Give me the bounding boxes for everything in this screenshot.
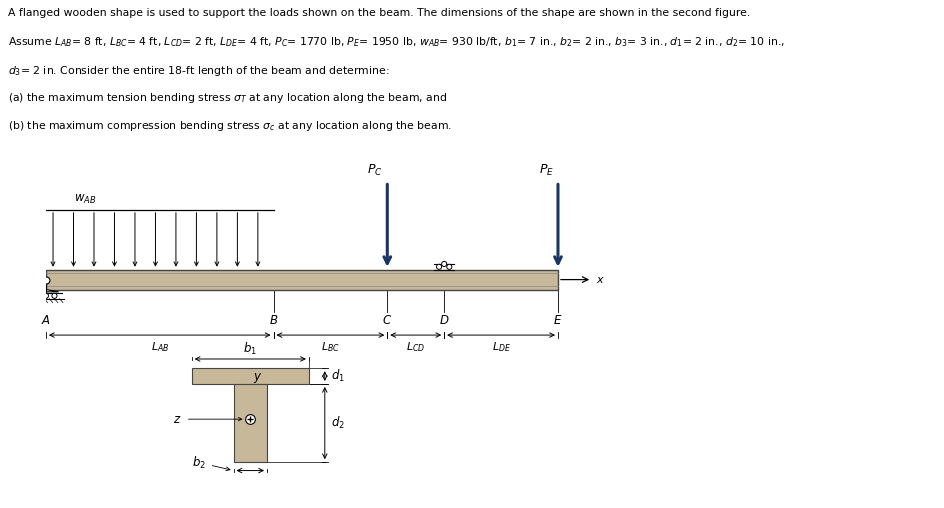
- Text: $z$: $z$: [174, 412, 181, 426]
- Polygon shape: [33, 290, 59, 292]
- Circle shape: [43, 293, 48, 298]
- Bar: [233, 384, 267, 462]
- Text: $d_2$: $d_2$: [330, 415, 345, 431]
- Text: (a) the maximum tension bending stress $\sigma_T$ at any location along the beam: (a) the maximum tension bending stress $…: [8, 91, 447, 106]
- Text: $A$: $A$: [41, 314, 51, 327]
- Circle shape: [35, 293, 40, 298]
- Text: (b) the maximum compression bending stress $\sigma_c$ at any location along the : (b) the maximum compression bending stre…: [8, 119, 451, 134]
- Circle shape: [447, 264, 452, 269]
- Text: $D$: $D$: [439, 314, 449, 327]
- Circle shape: [52, 293, 57, 298]
- Text: $d_1$: $d_1$: [330, 368, 345, 384]
- Bar: [192, 368, 309, 384]
- Text: $x$: $x$: [597, 275, 605, 284]
- Text: Assume $L_{AB}$= 8 ft, $L_{BC}$= 4 ft, $L_{CD}$= 2 ft, $L_{DE}$= 4 ft, $P_C$= 17: Assume $L_{AB}$= 8 ft, $L_{BC}$= 4 ft, $…: [8, 36, 784, 49]
- Text: $b_2$: $b_2$: [192, 455, 206, 471]
- Text: $C$: $C$: [382, 314, 393, 327]
- Text: $L_{BC}$: $L_{BC}$: [321, 340, 340, 354]
- Text: $L_{DE}$: $L_{DE}$: [492, 340, 511, 354]
- Circle shape: [436, 264, 442, 269]
- Text: $P_E$: $P_E$: [539, 163, 554, 178]
- Text: $E$: $E$: [553, 314, 563, 327]
- Text: $L_{AB}$: $L_{AB}$: [150, 340, 169, 354]
- Text: $b_1$: $b_1$: [244, 341, 257, 357]
- Text: $d_3$= 2 in. Consider the entire 18-ft length of the beam and determine:: $d_3$= 2 in. Consider the entire 18-ft l…: [8, 64, 389, 78]
- Circle shape: [442, 262, 447, 267]
- Text: $P_C$: $P_C$: [367, 163, 383, 178]
- Bar: [46, 270, 558, 290]
- Text: A flanged wooden shape is used to support the loads shown on the beam. The dimen: A flanged wooden shape is used to suppor…: [8, 8, 750, 18]
- Text: $L_{CD}$: $L_{CD}$: [406, 340, 426, 354]
- Text: $w_{AB}$: $w_{AB}$: [75, 193, 97, 206]
- Text: $y$: $y$: [253, 371, 262, 385]
- Text: $B$: $B$: [269, 314, 278, 327]
